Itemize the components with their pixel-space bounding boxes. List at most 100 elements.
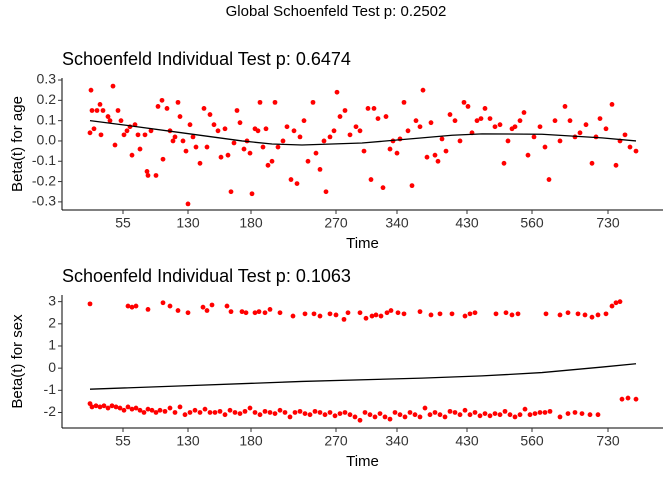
residual-point — [89, 108, 95, 113]
residual-point — [357, 417, 363, 423]
residual-point — [397, 136, 403, 142]
y-axis-label: Beta(t) for sex — [9, 314, 26, 409]
residual-point — [101, 403, 107, 409]
residual-point — [172, 134, 178, 140]
residual-point — [380, 185, 386, 191]
residual-point — [557, 414, 563, 420]
y-tick-label: 0 — [48, 359, 56, 375]
residual-point — [263, 126, 269, 132]
residual-point — [234, 108, 240, 113]
residual-point — [291, 128, 297, 134]
residual-point — [547, 408, 553, 414]
residual-point — [183, 148, 189, 154]
residual-point — [225, 152, 231, 158]
residual-point — [572, 410, 578, 415]
residual-point — [532, 411, 538, 416]
residual-point — [317, 166, 323, 172]
residual-point — [543, 311, 549, 317]
residual-point — [579, 411, 585, 416]
x-tick-label: 55 — [115, 215, 131, 231]
residual-point — [207, 112, 213, 117]
residual-point — [625, 395, 631, 401]
residual-point — [243, 310, 249, 316]
residual-point — [575, 311, 581, 317]
residual-point — [428, 312, 434, 318]
residual-point — [345, 310, 351, 316]
residual-point — [260, 144, 266, 150]
residual-point — [252, 310, 258, 316]
residual-point — [167, 405, 173, 411]
residual-point — [142, 132, 148, 138]
residual-point — [321, 138, 327, 144]
y-tick-label: -0.3 — [32, 193, 56, 209]
residual-point — [311, 311, 317, 317]
residual-point — [222, 126, 228, 132]
residual-point — [377, 411, 383, 416]
residual-point — [577, 130, 583, 136]
residual-point — [180, 138, 186, 144]
residual-point — [89, 404, 95, 410]
smooth-line — [89, 363, 637, 390]
residual-point — [137, 407, 143, 413]
residual-point — [121, 407, 127, 413]
residual-point — [619, 396, 625, 402]
x-tick-label: 55 — [115, 433, 131, 449]
residual-point — [105, 114, 111, 119]
residual-point — [137, 146, 143, 152]
residual-point — [252, 410, 258, 415]
residual-point — [401, 311, 407, 317]
residual-point — [202, 406, 208, 412]
residual-point — [231, 140, 237, 146]
residual-point — [457, 412, 463, 418]
residual-point — [462, 313, 468, 319]
residual-point — [412, 412, 418, 418]
residual-point — [394, 150, 400, 156]
residual-point — [472, 310, 478, 316]
residual-point — [257, 412, 263, 418]
x-tick-label: 270 — [324, 215, 348, 231]
residual-point — [517, 412, 523, 418]
residual-point — [603, 126, 609, 132]
residual-point — [237, 120, 243, 126]
residual-point — [609, 303, 615, 309]
residual-point — [164, 106, 170, 111]
residual-point — [107, 118, 113, 124]
residual-point — [384, 310, 390, 316]
y-tick-label: 0.0 — [37, 132, 57, 148]
residual-point — [633, 148, 639, 154]
residual-point — [497, 122, 503, 128]
residual-point — [272, 411, 278, 416]
residual-point — [439, 136, 445, 142]
residual-point — [87, 130, 93, 136]
residual-point — [239, 309, 245, 315]
residual-point — [292, 410, 298, 415]
residual-point — [465, 104, 471, 109]
residual-point — [387, 416, 393, 422]
residual-point — [387, 146, 393, 152]
residual-point — [209, 302, 215, 308]
y-tick-label: 3 — [48, 292, 56, 308]
x-tick-label: 130 — [176, 433, 200, 449]
x-tick-label: 560 — [520, 433, 544, 449]
residual-point — [373, 312, 379, 318]
residual-point — [297, 134, 303, 140]
residual-point — [517, 118, 523, 124]
residual-point — [512, 414, 518, 420]
residual-point — [155, 104, 161, 109]
residual-point — [145, 173, 151, 178]
residual-point — [232, 410, 238, 415]
residual-point — [557, 312, 563, 318]
residual-point — [334, 89, 340, 95]
residual-point — [589, 160, 595, 166]
residual-point — [502, 408, 508, 414]
residual-point — [337, 411, 343, 416]
residual-point — [557, 138, 563, 144]
residual-point — [185, 310, 191, 316]
residual-point — [241, 146, 247, 152]
x-tick-label: 270 — [324, 433, 348, 449]
residual-point — [317, 410, 323, 415]
residual-point — [287, 414, 293, 420]
residual-point — [145, 307, 151, 312]
residual-point — [341, 316, 347, 322]
residual-point — [144, 169, 150, 174]
